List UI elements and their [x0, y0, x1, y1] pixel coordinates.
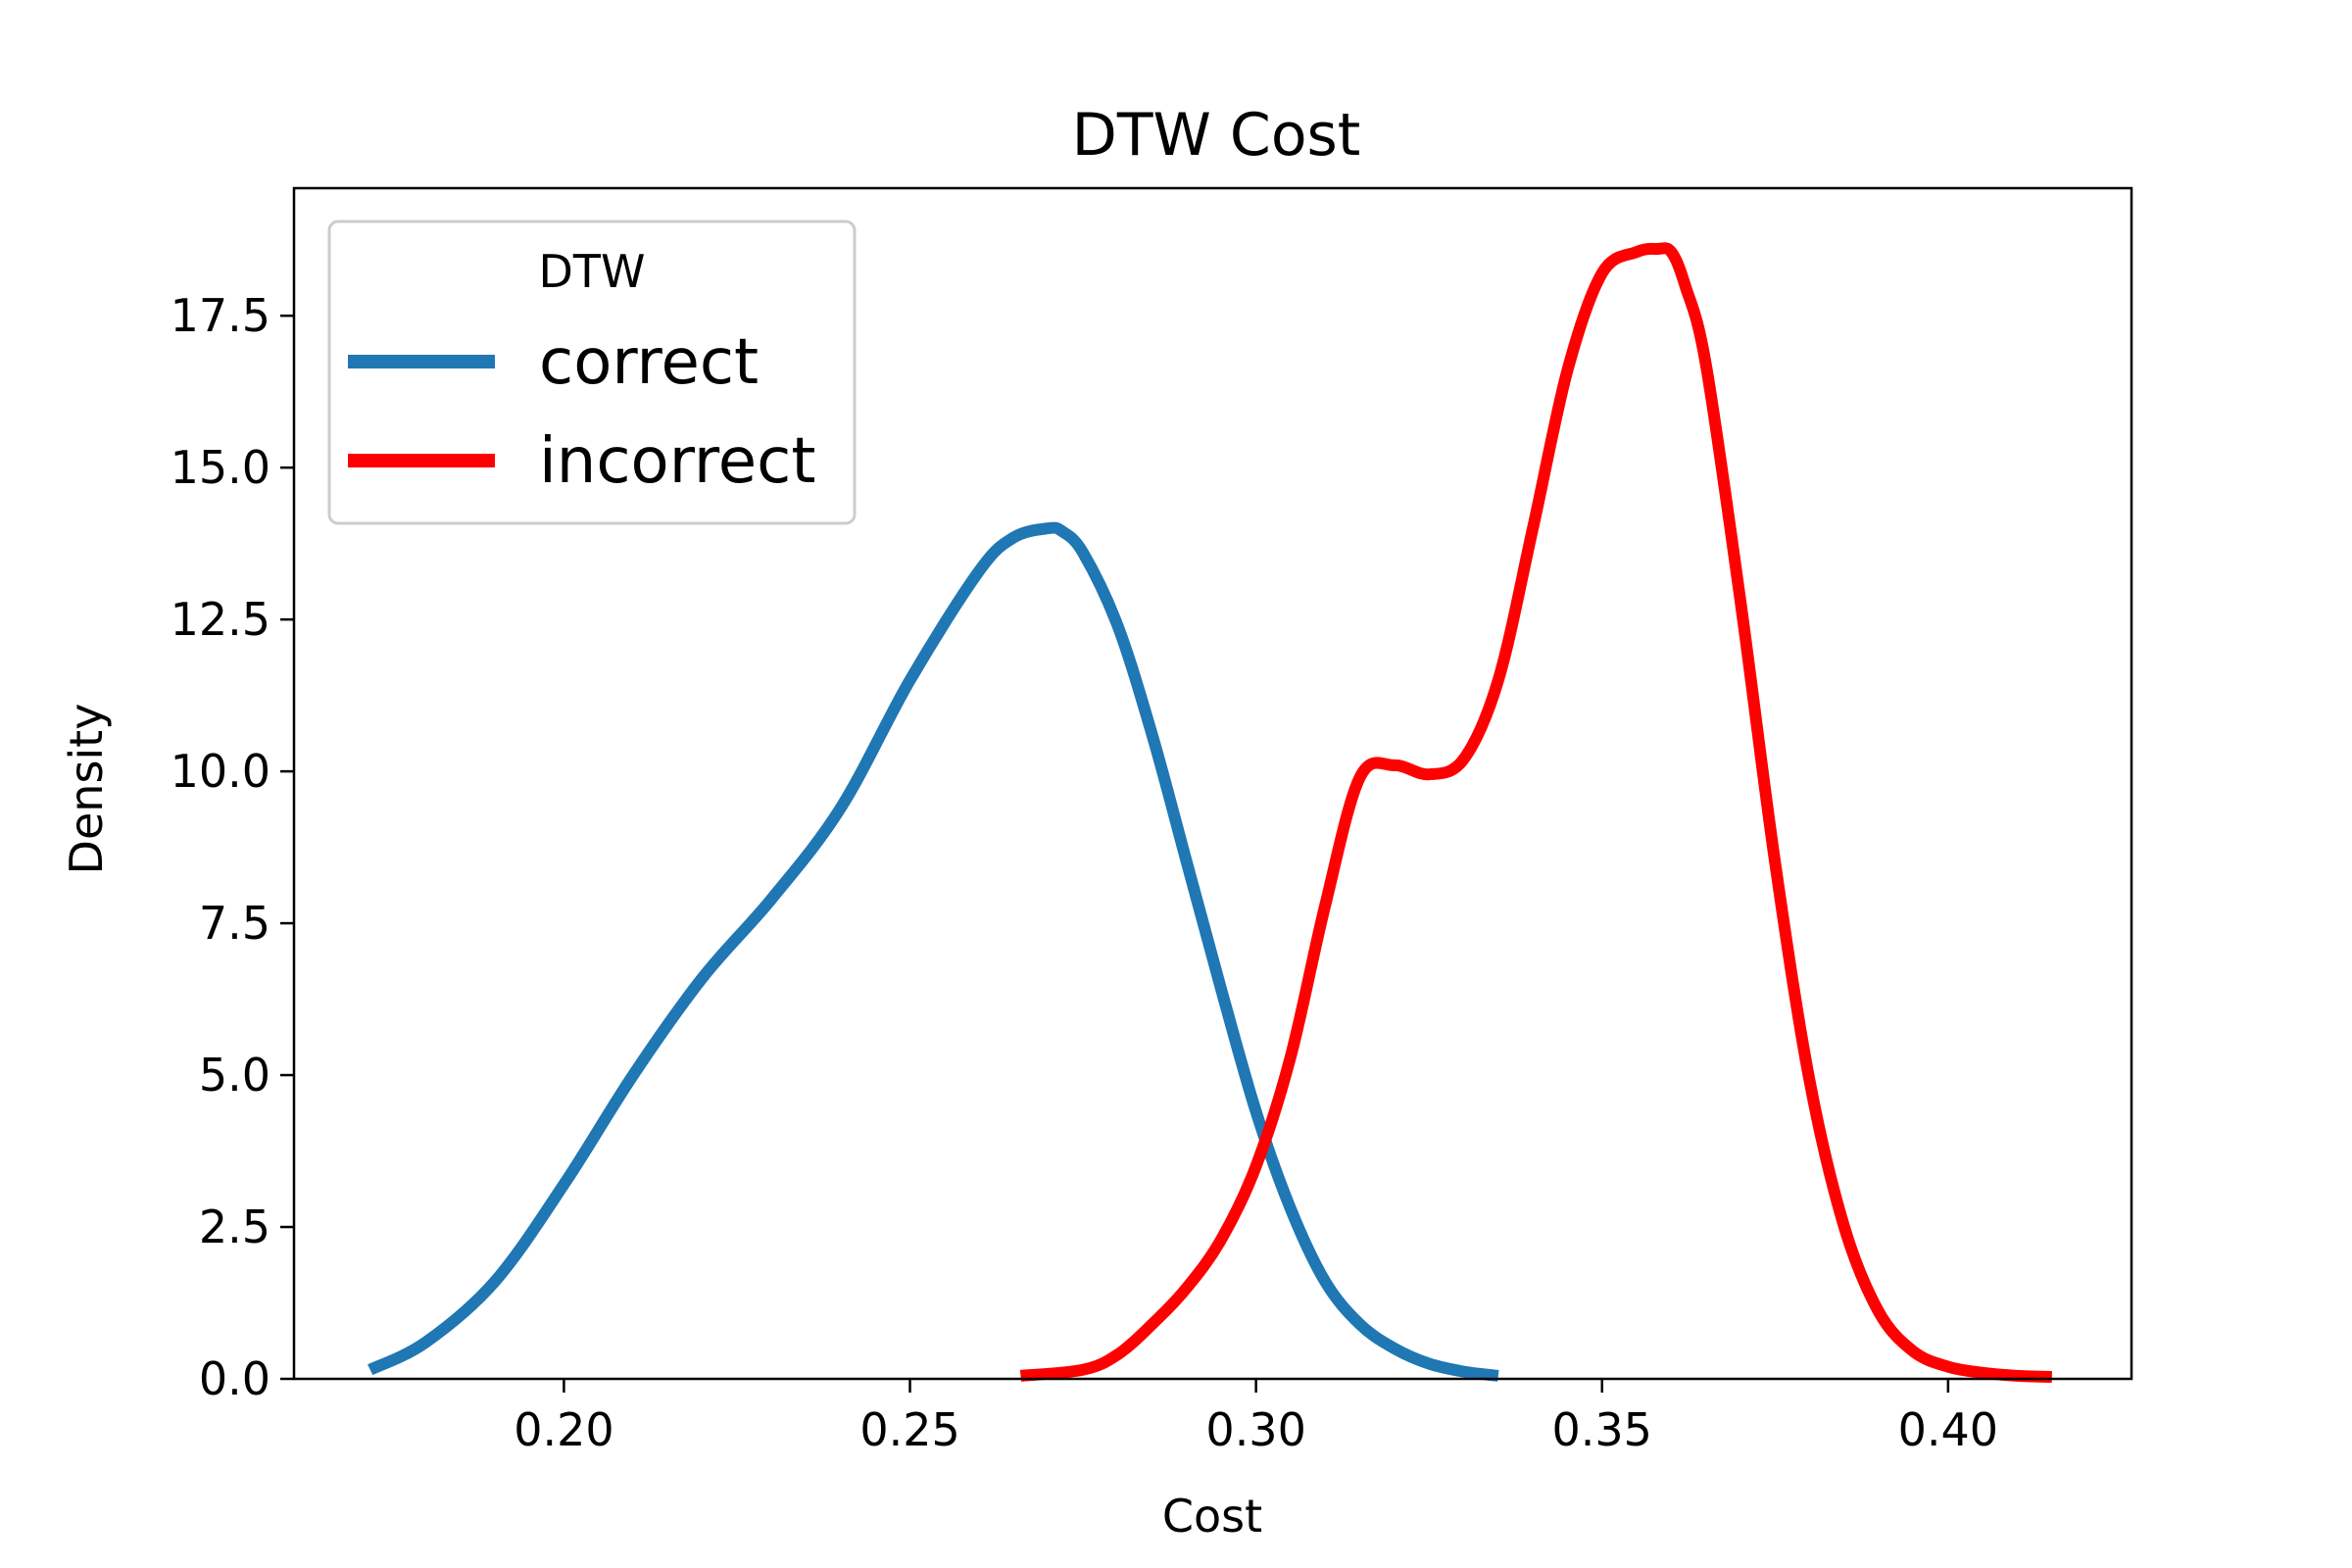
- y-tick-label-6: 15.0: [171, 441, 270, 494]
- y-tick-label-3: 7.5: [199, 897, 270, 950]
- legend-title: DTW: [538, 245, 645, 298]
- y-tick-label-5: 12.5: [171, 593, 270, 646]
- x-axis-ticks: 0.20 0.25 0.30 0.35 0.40: [514, 1379, 1998, 1456]
- y-tick-label-7: 17.5: [171, 289, 270, 342]
- x-tick-label-3: 0.35: [1552, 1403, 1652, 1456]
- y-tick-label-4: 10.0: [171, 745, 270, 798]
- y-axis-label: Density: [60, 704, 113, 875]
- series-line-correct: [368, 521, 1499, 1382]
- x-tick-label-4: 0.40: [1898, 1403, 1998, 1456]
- legend-label-correct: correct: [539, 326, 759, 399]
- chart-title: DTW Cost: [1072, 101, 1361, 170]
- y-tick-label-0: 0.0: [199, 1352, 270, 1405]
- plot-frame: [292, 186, 2133, 1381]
- legend-label-incorrect: incorrect: [539, 425, 815, 498]
- y-tick-label-1: 2.5: [199, 1200, 270, 1253]
- x-tick-label-1: 0.25: [859, 1403, 959, 1456]
- y-axis-ticks: 0.0 2.5 5.0 7.5 10.0 12.5 15.0 17.5: [171, 289, 294, 1405]
- x-tick-label-0: 0.20: [514, 1403, 613, 1456]
- x-tick-label-2: 0.30: [1205, 1403, 1305, 1456]
- legend: DTW correct incorrect: [327, 220, 857, 525]
- x-axis-label: Cost: [1162, 1490, 1262, 1543]
- y-tick-label-2: 5.0: [199, 1049, 270, 1102]
- series-line-incorrect: [1019, 242, 2053, 1384]
- series-lines: [368, 242, 2053, 1384]
- legend-box: [327, 220, 857, 525]
